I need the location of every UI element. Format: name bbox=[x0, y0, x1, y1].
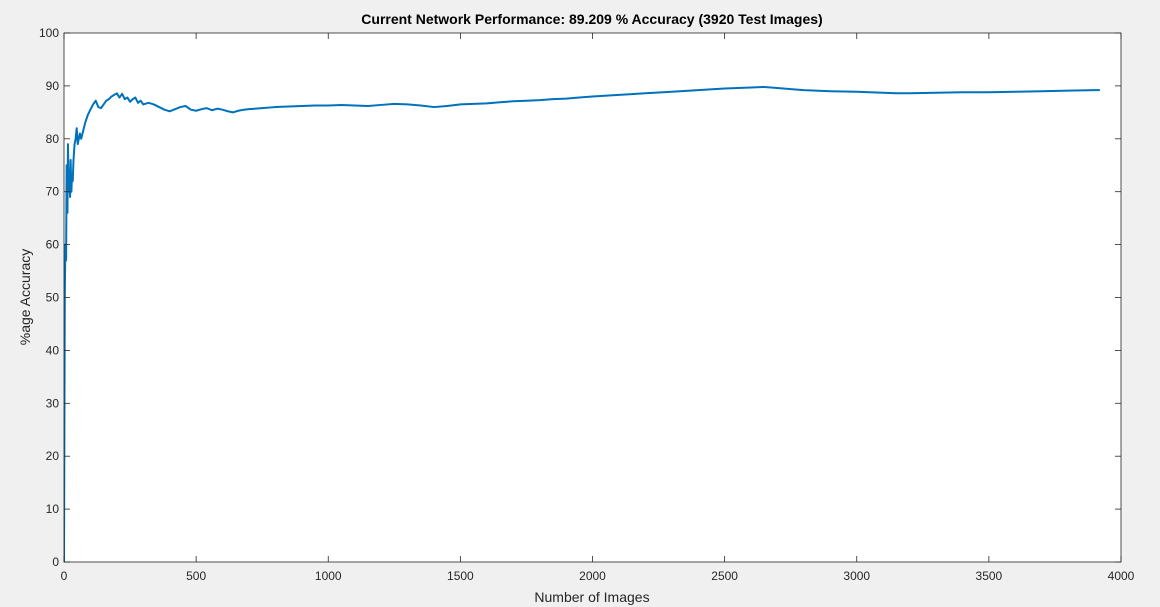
y-axis-label: %age Accuracy bbox=[17, 249, 33, 346]
x-tick-label: 1500 bbox=[447, 569, 474, 583]
x-tick-label: 0 bbox=[61, 569, 68, 583]
y-tick-label: 20 bbox=[46, 449, 60, 463]
x-axis-ticks: 0 500 1000 1500 2000 2500 3000 3500 4000 bbox=[61, 33, 1135, 583]
y-tick-label: 50 bbox=[46, 291, 60, 305]
y-tick-label: 40 bbox=[46, 343, 60, 357]
x-tick-label: 1000 bbox=[315, 569, 342, 583]
y-axis-ticks: 0 10 20 30 40 50 60 70 80 90 100 bbox=[39, 26, 1121, 569]
x-axis-label: Number of Images bbox=[534, 589, 649, 605]
x-tick-label: 2500 bbox=[711, 569, 738, 583]
x-tick-label: 3500 bbox=[976, 569, 1003, 583]
accuracy-series-line bbox=[64, 85, 1100, 562]
y-tick-label: 70 bbox=[46, 185, 60, 199]
y-tick-label: 80 bbox=[46, 132, 60, 146]
x-tick-label: 2000 bbox=[579, 569, 606, 583]
y-tick-label: 60 bbox=[46, 238, 60, 252]
y-tick-label: 10 bbox=[46, 502, 60, 516]
y-tick-label: 30 bbox=[46, 396, 60, 410]
x-tick-label: 500 bbox=[186, 569, 206, 583]
chart-title: Current Network Performance: 89.209 % Ac… bbox=[361, 11, 822, 27]
y-tick-label: 0 bbox=[52, 555, 59, 569]
x-tick-label: 3000 bbox=[843, 569, 870, 583]
axes-background bbox=[64, 33, 1121, 562]
y-tick-label: 90 bbox=[46, 79, 60, 93]
y-tick-label: 100 bbox=[39, 26, 59, 40]
x-tick-label: 4000 bbox=[1108, 569, 1135, 583]
